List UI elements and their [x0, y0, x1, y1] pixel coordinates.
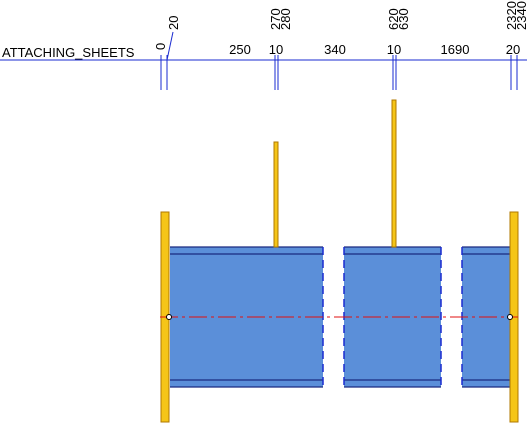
dimension-label: 10 — [269, 42, 283, 57]
ordinate-label: 0 — [153, 43, 168, 50]
node — [166, 314, 172, 320]
ordinate-label: 630 — [396, 8, 411, 30]
node — [507, 314, 513, 320]
dimension-label: 20 — [506, 42, 520, 57]
dimension-lines — [0, 31, 527, 90]
dimension-label: 250 — [229, 42, 251, 57]
stiffener — [273, 141, 279, 248]
ordinate-label: 270 — [268, 8, 283, 30]
dimension-label: 10 — [387, 42, 401, 57]
dimension-label: 1690 — [441, 42, 470, 57]
ordinate-label: 280 — [278, 8, 293, 30]
ordinate-label: 2340 — [514, 1, 528, 30]
ordinate-label: 20 — [166, 16, 181, 30]
ordinate-label: 2320 — [504, 1, 519, 30]
title: ATTACHING_SHEETS — [2, 45, 135, 60]
stiffener — [391, 99, 397, 248]
dimension-label: 340 — [324, 42, 346, 57]
ordinate-label: 620 — [386, 8, 401, 30]
